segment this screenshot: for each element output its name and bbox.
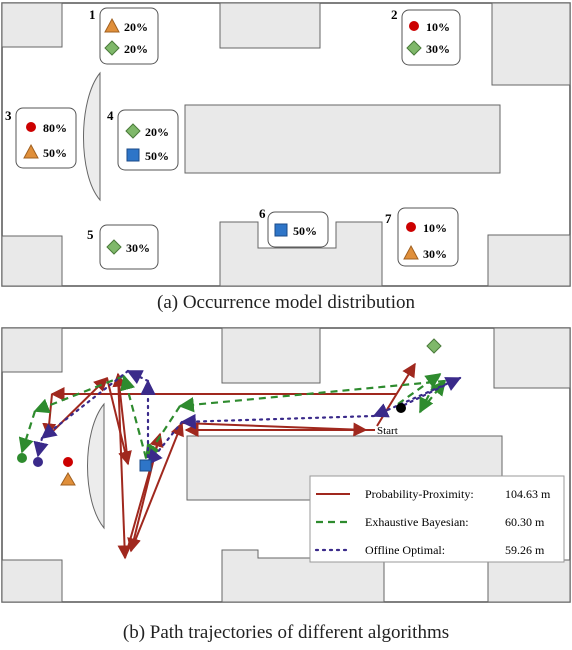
probability-value: 30%	[426, 42, 450, 56]
legend-value-probability-proximity: 104.63 m	[505, 487, 551, 501]
diamond-marker	[426, 338, 442, 354]
location-number-5: 5	[87, 227, 94, 242]
room	[219, 2, 321, 49]
diamond-icon	[406, 40, 422, 56]
diamond-icon	[125, 123, 141, 139]
probability-value: 30%	[423, 247, 447, 261]
legend-label-probability-proximity: Probability-Proximity:	[365, 487, 474, 501]
circle-icon	[406, 222, 416, 232]
panel-b: Start Probability-Proximity: 104.63 m Ex…	[0, 326, 572, 604]
probability-value: 20%	[124, 42, 148, 56]
probability-value: 10%	[426, 20, 450, 34]
location-box	[99, 224, 159, 270]
room	[221, 327, 321, 384]
occurrence-map: 1 2 3 4 5 6 7 20% 20% 10% 30% 80% 50% 20% 50% 30…	[1, 2, 571, 287]
table	[184, 104, 501, 174]
room	[487, 559, 571, 603]
triangle-icon	[403, 244, 419, 260]
panel-a: 1 2 3 4 5 6 7 20% 20% 10% 30% 80% 50% 20% 50% 30…	[0, 0, 572, 288]
location-number-6: 6	[259, 206, 266, 221]
legend-value-offline-optimal: 59.26 m	[505, 543, 545, 557]
room	[1, 327, 63, 373]
triangle-marker	[60, 472, 76, 486]
room	[491, 2, 571, 86]
location-number-2: 2	[391, 7, 398, 22]
legend-value-exhaustive-bayesian: 60.30 m	[505, 515, 545, 529]
location-box	[267, 211, 329, 248]
circle-marker	[63, 457, 73, 467]
caption-a: (a) Occurrence model distribution	[157, 292, 415, 313]
probability-value: 30%	[126, 241, 150, 255]
location-number-1: 1	[89, 7, 96, 22]
legend: Probability-Proximity: 104.63 m Exhausti…	[309, 475, 565, 563]
robot-green-marker	[17, 453, 27, 463]
diamond-icon	[104, 40, 120, 56]
path-offline-optimal	[33, 369, 462, 466]
probability-value: 50%	[145, 149, 169, 163]
triangle-icon	[23, 143, 39, 159]
curved-wall	[87, 402, 105, 530]
square-icon	[126, 148, 140, 162]
trajectory-map: Start Probability-Proximity: 104.63 m Ex…	[1, 327, 571, 603]
legend-label-exhaustive-bayesian: Exhaustive Bayesian:	[365, 515, 469, 529]
probability-value: 80%	[43, 121, 67, 135]
location-box	[401, 9, 461, 66]
room	[493, 327, 571, 389]
room	[487, 234, 571, 287]
square-icon	[274, 223, 288, 237]
location-number-7: 7	[385, 211, 392, 226]
legend-label-offline-optimal: Offline Optimal:	[365, 543, 445, 557]
room	[1, 2, 63, 48]
circle-icon	[409, 21, 419, 31]
probability-value: 20%	[145, 125, 169, 139]
caption-b: (b) Path trajectories of different algor…	[122, 622, 450, 643]
probability-value: 50%	[293, 224, 317, 238]
curved-wall	[83, 71, 101, 202]
square-marker	[139, 459, 152, 472]
location-number-4: 4	[107, 108, 114, 123]
start-marker	[396, 403, 406, 413]
circle-icon	[26, 122, 36, 132]
room	[1, 235, 63, 287]
probability-value: 50%	[43, 146, 67, 160]
diamond-icon	[106, 239, 122, 255]
triangle-icon	[104, 17, 120, 33]
robot-purple-marker	[33, 457, 43, 467]
room	[219, 221, 383, 287]
probability-value: 20%	[124, 20, 148, 34]
location-number-3: 3	[5, 108, 12, 123]
room	[1, 559, 63, 603]
start-label: Start	[377, 425, 398, 437]
probability-value: 10%	[423, 221, 447, 235]
